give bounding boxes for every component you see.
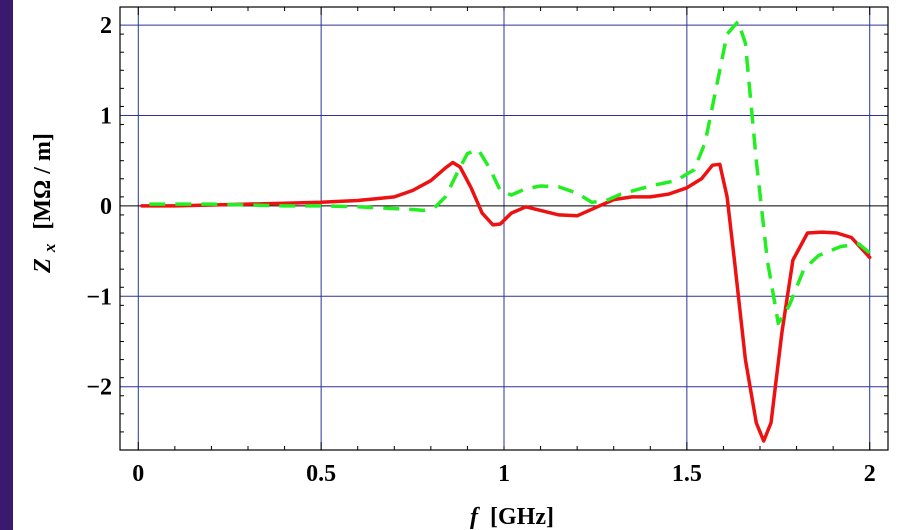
y-axis-symbol: Z [30,258,56,274]
x-tick-label: 0 [132,461,144,487]
x-tick-label: 2 [864,461,876,487]
plot-border [119,6,889,451]
y-tick-label: 1 [100,103,112,129]
y-axis-label: Z x [MΩ / m] [30,133,61,274]
grid [120,7,888,450]
y-tick-label: −2 [86,375,112,401]
x-tick-label: 1 [498,461,510,487]
x-tick-label: 0.5 [306,461,336,487]
y-tick-label: −1 [86,284,112,310]
y-axis-unit: [MΩ / m] [30,133,56,230]
series-line-1 [140,160,872,443]
y-tick-label: 2 [100,13,112,39]
x-axis-label: f [GHz] [470,504,554,530]
minor-ticks [120,7,888,450]
x-axis-unit: [GHz] [490,504,554,530]
y-tick-label: 0 [100,194,112,220]
series-line-2 [149,19,871,326]
plot-frame: 0 0.5 1 1.5 2 2 1 0 −1 −2 f [GHz] Z x [MΩ / m] [13,0,902,530]
series-layer [140,19,872,443]
tick-labels: 0 0.5 1 1.5 2 2 1 0 −1 −2 [86,13,875,487]
x-axis-symbol: f [470,504,480,530]
y-axis-subscript: x [40,243,59,253]
x-tick-label: 1.5 [672,461,702,487]
line-chart: 0 0.5 1 1.5 2 2 1 0 −1 −2 f [GHz] Z x [MΩ / m] [30,6,889,530]
